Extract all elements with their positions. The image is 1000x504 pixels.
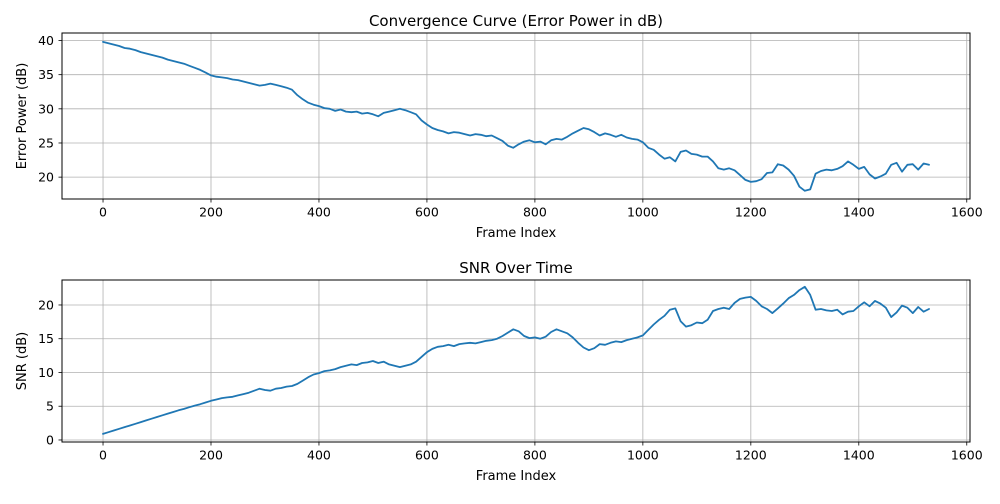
y-axis-label: Error Power (dB) (15, 63, 30, 170)
error-power-chart: 0 200 400 600 800 1000 1200 1400 1600 20 25 30 35 40 C… (15, 12, 983, 241)
x-tick-label: 1400 (843, 448, 875, 463)
x-tick-label: 800 (523, 205, 547, 220)
x-tick-label: 1000 (627, 448, 659, 463)
y-tick-label: 20 (38, 170, 54, 185)
x-tick-label: 600 (415, 205, 439, 220)
y-tick-label: 40 (38, 33, 54, 48)
x-tick-label: 400 (307, 205, 331, 220)
x-tick-label: 1200 (735, 205, 767, 220)
y-tick-label: 0 (46, 432, 54, 447)
y-tick-label: 10 (38, 365, 54, 380)
chart-title: Convergence Curve (Error Power in dB) (369, 12, 663, 30)
x-tick-label: 1400 (843, 205, 875, 220)
y-tick-label: 35 (38, 67, 54, 82)
error-power-chart-line (102, 41, 930, 192)
x-tick-label: 0 (99, 448, 107, 463)
y-tick-label: 5 (46, 399, 54, 414)
snr-chart: 0 200 400 600 800 1000 1200 1400 1600 0 5 10 15 20 SNR… (15, 259, 983, 484)
x-axis-label: Frame Index (476, 469, 557, 484)
x-tick-label: 1000 (627, 205, 659, 220)
y-tick-label: 25 (38, 135, 54, 150)
x-axis-label: Frame Index (476, 226, 557, 241)
chart-title: SNR Over Time (459, 259, 573, 277)
x-tick-label: 1200 (735, 448, 767, 463)
axes-box (61, 279, 971, 443)
x-tick-label: 0 (99, 205, 107, 220)
y-axis-label: SNR (dB) (15, 332, 30, 390)
x-tick-label: 200 (199, 205, 223, 220)
snr-chart-line (102, 285, 930, 435)
x-tick-label: 800 (523, 448, 547, 463)
x-tick-label: 1600 (951, 448, 983, 463)
x-tick-label: 600 (415, 448, 439, 463)
x-tick-label: 200 (199, 448, 223, 463)
x-tick-label: 400 (307, 448, 331, 463)
y-tick-label: 30 (38, 101, 54, 116)
x-tick-label: 1600 (951, 205, 983, 220)
y-tick-label: 15 (38, 331, 54, 346)
y-tick-label: 20 (38, 297, 54, 312)
axes-box (61, 32, 971, 200)
